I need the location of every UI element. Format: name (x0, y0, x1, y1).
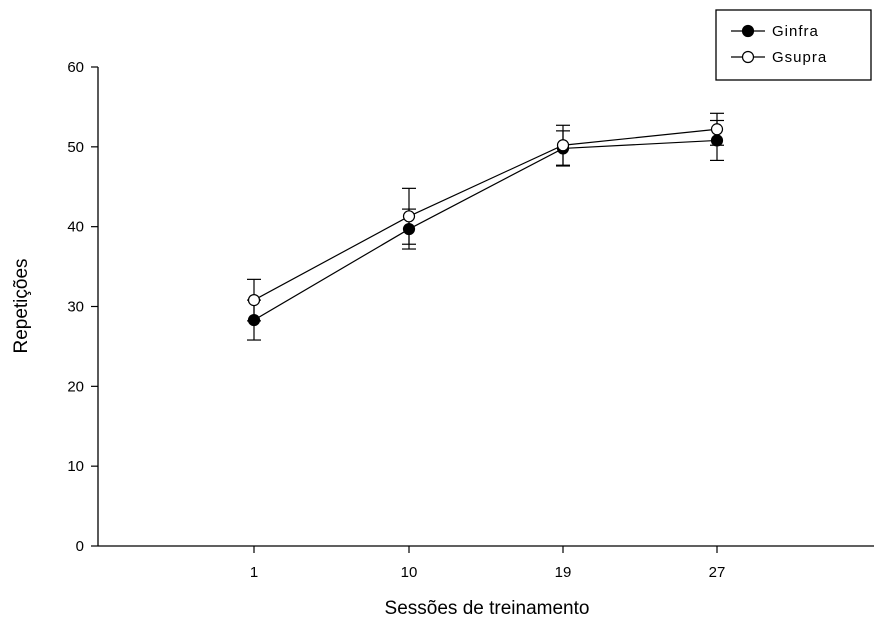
x-axis-title: Sessões de treinamento (385, 598, 590, 619)
y-tick-label: 40 (67, 219, 84, 236)
x-tick-label: 1 (250, 564, 258, 581)
y-axis-title: Repetições (11, 258, 32, 353)
y-ticks: 0 10 20 30 40 50 60 (67, 59, 98, 555)
data-point-gsupra (247, 294, 261, 307)
x-ticks: 1 10 19 27 (250, 546, 726, 581)
data-point-gsupra (710, 123, 724, 136)
data-point-gsupra (556, 139, 570, 152)
y-tick-label: 60 (67, 59, 84, 76)
series-ginfra (247, 119, 724, 341)
legend-label-gsupra: Gsupra (772, 49, 827, 66)
data-point-gsupra (402, 210, 416, 223)
legend-box (715, 9, 872, 81)
legend-marker-ginfra (741, 24, 755, 38)
y-tick-label: 20 (67, 378, 84, 395)
legend-label-ginfra: Ginfra (772, 23, 819, 40)
x-tick-label: 10 (401, 564, 418, 581)
y-tick-label: 30 (67, 299, 84, 316)
legend: Ginfra Gsupra (715, 9, 872, 81)
series-gsupra (247, 112, 724, 322)
series-line-ginfra (253, 139, 718, 321)
legend-marker-gsupra (741, 50, 755, 64)
x-tick-label: 19 (555, 564, 572, 581)
x-tick-label: 27 (709, 564, 726, 581)
y-tick-label: 0 (76, 538, 84, 555)
y-tick-label: 10 (67, 458, 84, 475)
plot-area (247, 112, 724, 341)
y-tick-label: 50 (67, 139, 84, 156)
series-line-gsupra (253, 128, 718, 301)
axes (97, 67, 874, 547)
